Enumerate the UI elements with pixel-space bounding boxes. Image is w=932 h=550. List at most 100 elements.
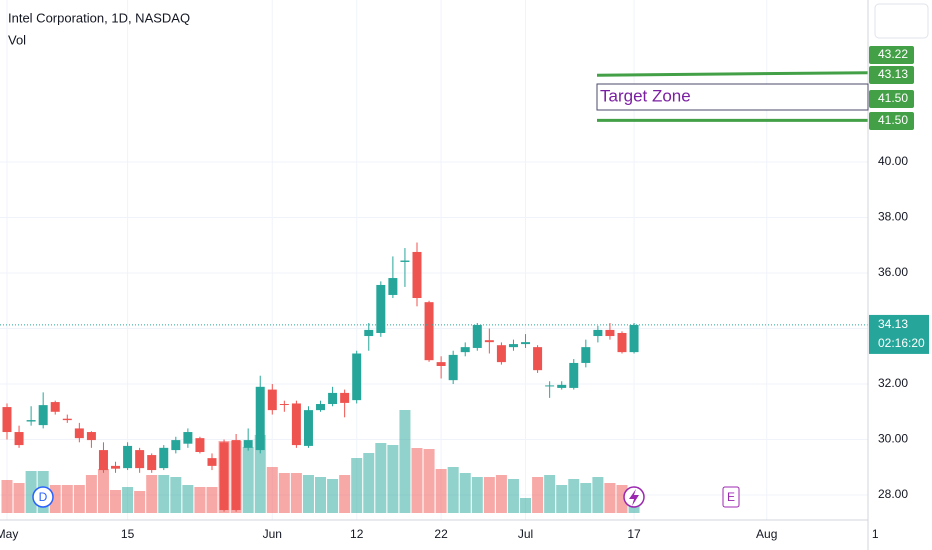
volume-bar: [568, 479, 580, 513]
last-price-badge: [869, 314, 929, 354]
volume-bar: [411, 448, 423, 513]
volume-bar: [61, 485, 73, 513]
candle-body: [171, 440, 181, 451]
volume-bar: [110, 490, 122, 513]
volume-bar: [423, 449, 435, 513]
candle-body: [291, 403, 301, 446]
candle-body: [424, 302, 434, 361]
candle-body: [26, 420, 36, 422]
candle-body: [533, 347, 543, 371]
candle-body: [183, 432, 193, 444]
candle-body: [195, 438, 205, 453]
y-tick-label: 40.00: [878, 154, 908, 168]
candle-body: [376, 284, 386, 333]
x-tick-label: May: [0, 527, 18, 541]
candle-body: [340, 392, 350, 403]
volume-bar: [73, 485, 85, 513]
y-tick-label: 38.00: [878, 210, 908, 224]
volume-bar: [122, 487, 134, 513]
candle-body: [412, 251, 422, 299]
last-price-label: 34.13: [878, 317, 908, 331]
y-tick-label: 30.00: [878, 432, 908, 446]
volume-bar: [471, 477, 483, 513]
plot: [0, 71, 869, 513]
volume-bar: [182, 485, 194, 513]
volume-bar: [435, 469, 447, 513]
price-line-label: 41.50: [878, 113, 908, 127]
candle-body: [593, 329, 603, 337]
volume-bar: [447, 467, 459, 513]
volume-bar: [580, 483, 592, 513]
volume-bar: [387, 445, 399, 513]
volume-bar: [134, 491, 146, 513]
candle-body: [581, 347, 591, 363]
candle-body: [400, 260, 410, 262]
candle-body: [472, 324, 482, 348]
volume-bar: [375, 443, 387, 513]
annotation-box[interactable]: [596, 83, 869, 111]
candle-body: [50, 402, 60, 412]
volume-bar: [85, 475, 97, 513]
volume-bar: [592, 477, 604, 513]
volume-bar: [459, 473, 471, 513]
x-tick-label: 17: [627, 527, 641, 541]
x-tick-label: Jul: [518, 527, 533, 541]
volume-bar: [49, 485, 61, 513]
volume-bar: [13, 483, 25, 513]
volume-bar: [495, 475, 507, 513]
volume-bar: [339, 475, 351, 513]
volume-bar: [507, 479, 519, 513]
x-tick-label: 12: [350, 527, 364, 541]
volume-bar: [399, 410, 411, 513]
candle-body: [123, 445, 133, 469]
y-tick-label: 28.00: [878, 487, 908, 501]
candle-body: [255, 386, 265, 451]
candle-body: [267, 389, 277, 411]
price-line-label: 41.50: [878, 91, 908, 105]
event-marker: [32, 486, 54, 508]
annotation-text: Target Zone: [600, 86, 691, 105]
candle-body: [219, 442, 229, 511]
candle-body: [629, 324, 639, 353]
volume-bar: [242, 447, 254, 513]
candle-body: [74, 428, 84, 439]
candle-body: [316, 404, 326, 411]
volume-label: Vol: [8, 32, 26, 47]
volume-bar: [363, 453, 375, 513]
grid: [0, 0, 868, 520]
price-line-label: 43.13: [878, 67, 908, 81]
price-line-badge: [869, 66, 914, 84]
volume-bar: [483, 477, 495, 513]
candle-body: [557, 384, 567, 388]
x-tick-label: Aug: [756, 527, 777, 541]
candle-body: [364, 329, 374, 337]
candle-body: [496, 345, 506, 363]
volume-bar: [278, 473, 290, 513]
candle-body: [303, 410, 313, 446]
candle-body: [352, 353, 362, 401]
candle-body: [448, 354, 458, 381]
candle-body: [2, 407, 12, 433]
candle-body: [62, 418, 72, 421]
trend-line: [596, 71, 869, 77]
volume-bar: [194, 487, 206, 513]
settings-button[interactable]: [874, 3, 929, 39]
candle-body: [388, 278, 398, 295]
volume-bar: [544, 475, 556, 513]
event-marker: [722, 486, 740, 508]
candle-body: [231, 440, 241, 511]
x-tick-label: 1: [872, 527, 879, 541]
price-line-label: 43.22: [878, 47, 908, 61]
event-label: D: [39, 490, 48, 504]
candle-body: [38, 405, 48, 426]
candle-body: [159, 447, 169, 469]
volume-bar: [1, 480, 13, 513]
candle-body: [484, 340, 494, 343]
volume-bar: [532, 477, 544, 513]
candle-body: [111, 465, 121, 469]
candle-body: [460, 347, 470, 353]
candle-body: [521, 342, 531, 345]
volume-bar: [206, 487, 218, 513]
volume-bar: [266, 467, 278, 513]
volume-bar: [97, 469, 109, 513]
